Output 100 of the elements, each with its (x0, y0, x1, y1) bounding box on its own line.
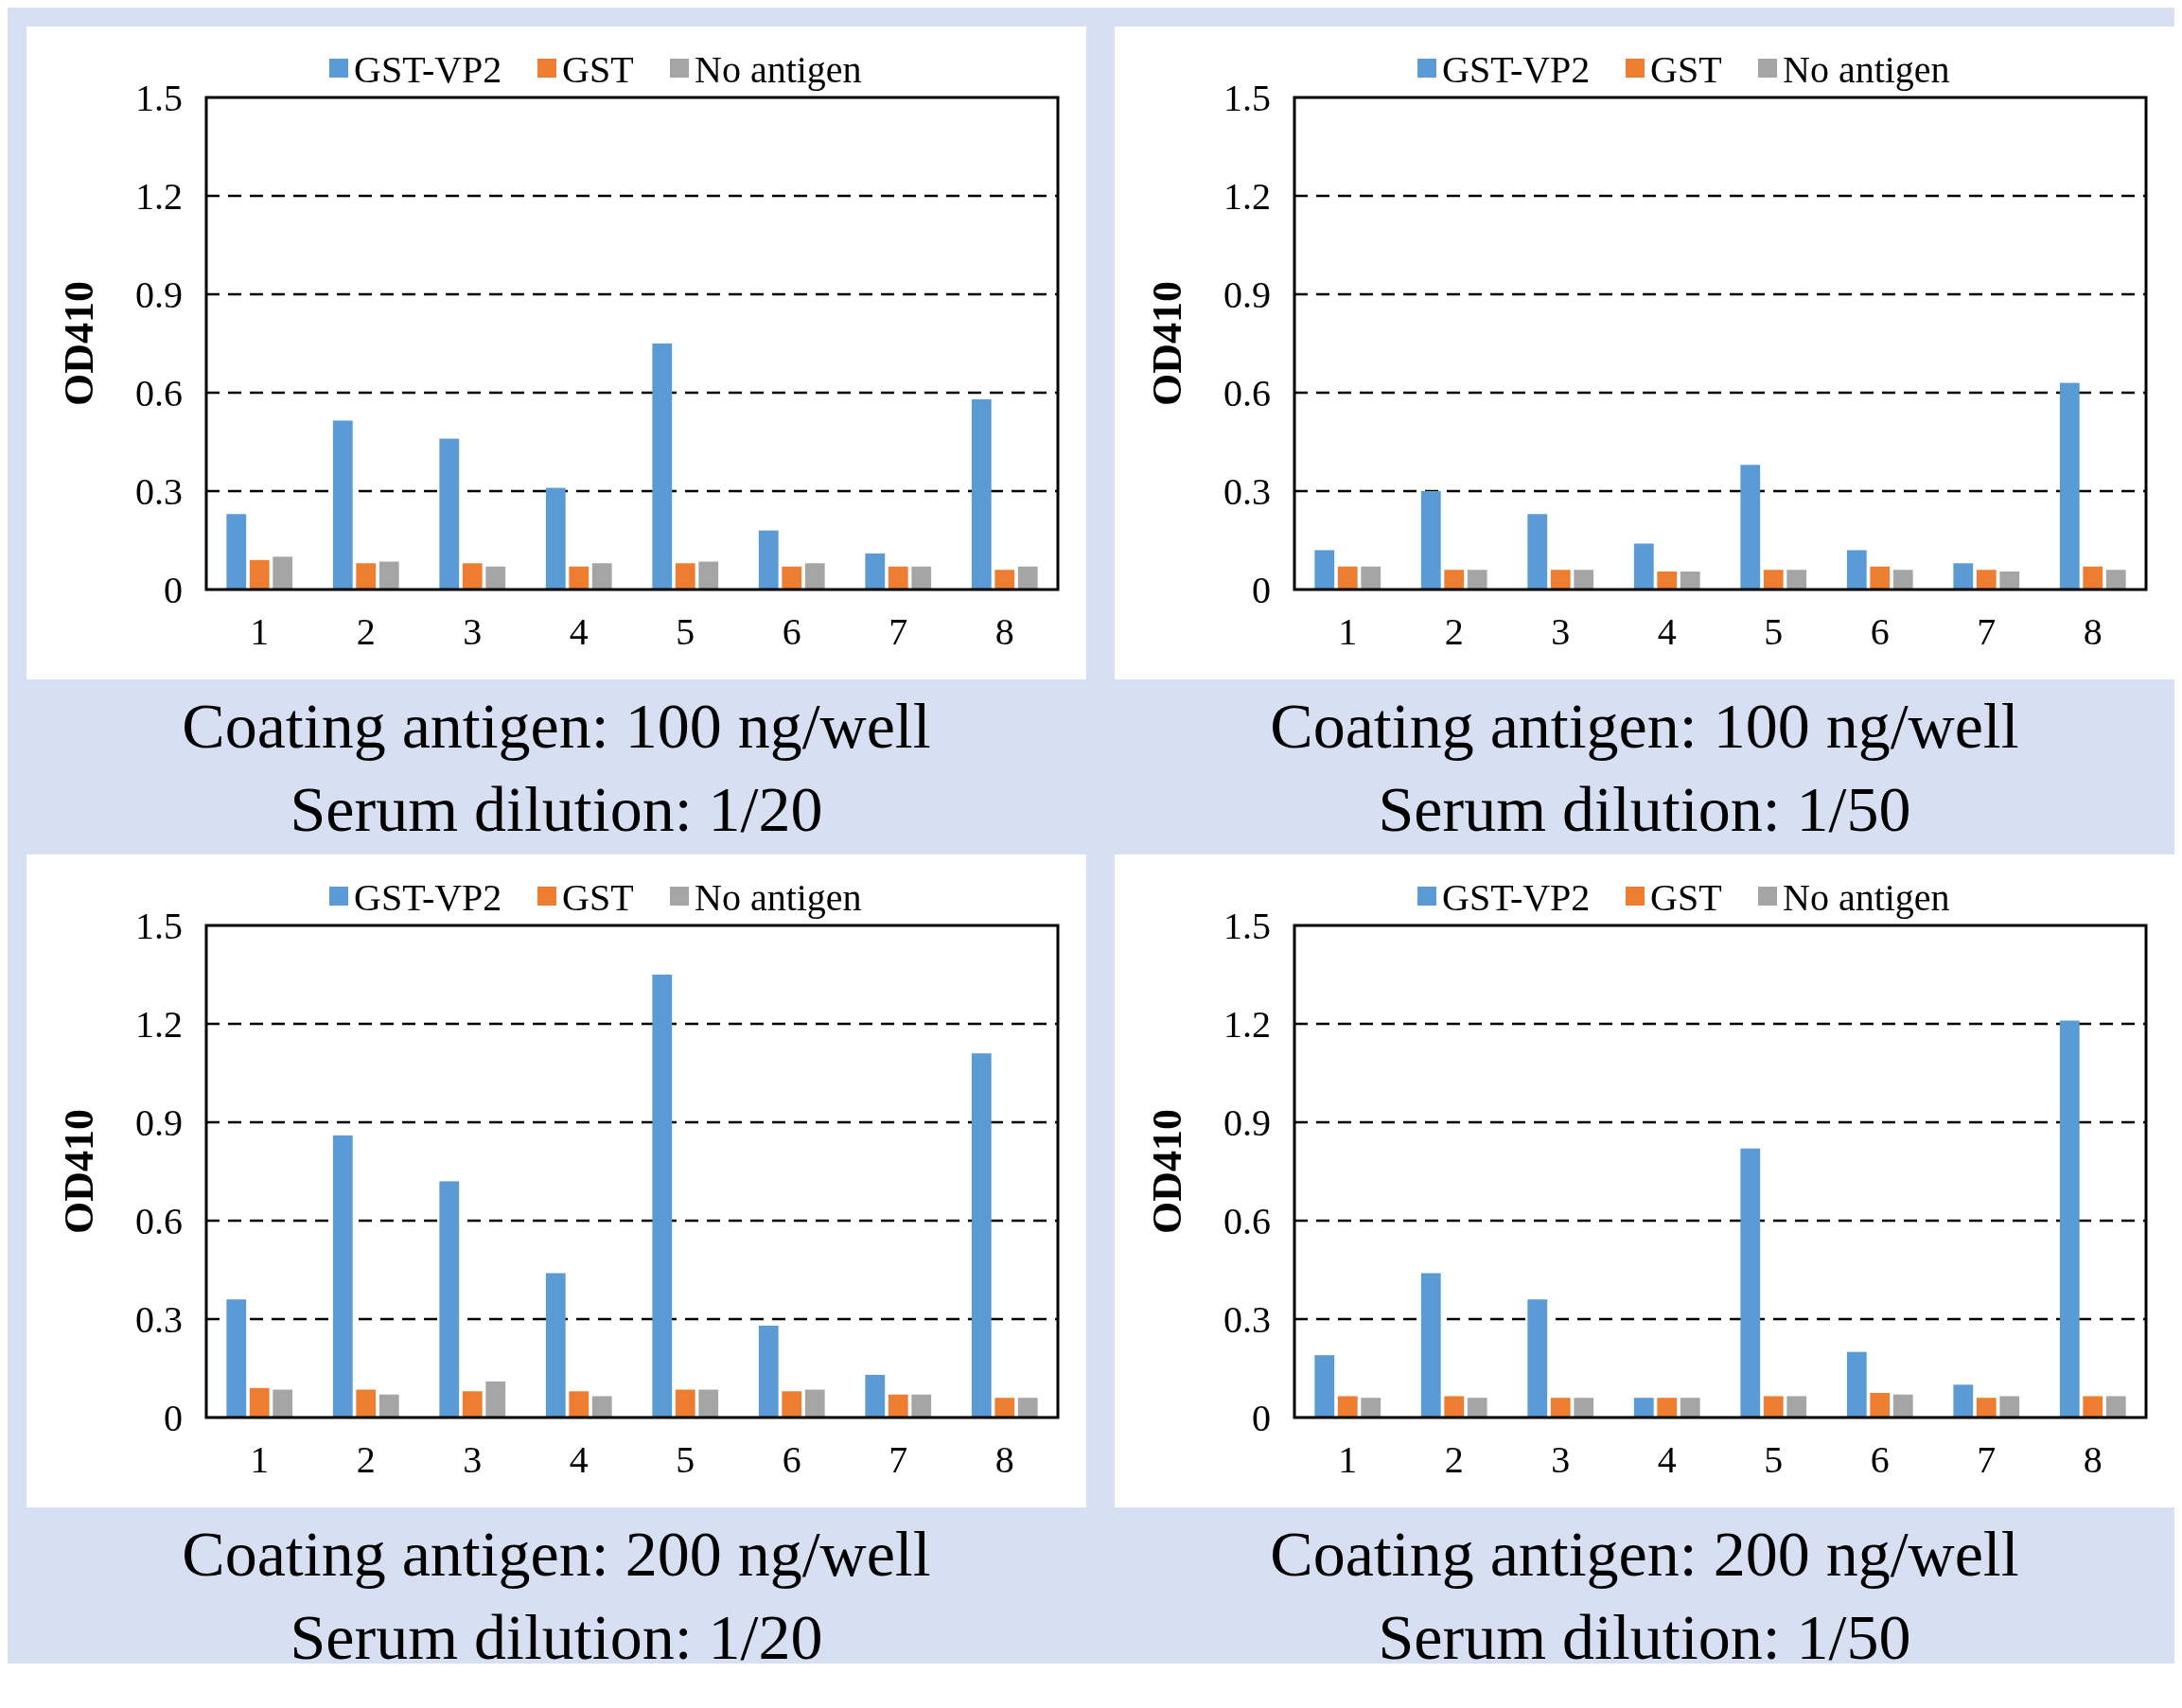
y-tick-label: 0 (1252, 1397, 1271, 1439)
x-tick-label: 8 (994, 1438, 1014, 1481)
bar (1999, 571, 2020, 590)
y-axis-title: OD410 (56, 1109, 102, 1234)
bar (249, 559, 270, 590)
bar (2105, 1396, 2126, 1417)
bar (911, 1394, 932, 1417)
bar (888, 1394, 908, 1417)
bar (675, 1389, 695, 1417)
text: Coating antigen: 100 ng/well (182, 690, 931, 762)
legend-label: No antigen (1783, 48, 1950, 91)
bar (1467, 570, 1487, 590)
bar (1740, 465, 1761, 590)
bar (698, 561, 719, 590)
x-tick-label: 8 (2083, 1438, 2103, 1481)
y-tick-label: 0.6 (135, 372, 183, 414)
bar (378, 561, 399, 590)
x-tick-label: 7 (1977, 610, 1997, 653)
x-tick-label: 4 (569, 610, 589, 653)
y-tick-label: 1.5 (1223, 77, 1271, 119)
x-tick-label: 3 (463, 610, 483, 653)
bar (1550, 1398, 1571, 1417)
x-tick-label: 1 (1338, 1438, 1358, 1481)
bar (378, 1394, 399, 1417)
x-tick-label: 7 (1977, 1438, 1997, 1481)
bar (1846, 550, 1867, 590)
bar (804, 1389, 825, 1417)
bar (2083, 1396, 2103, 1417)
x-tick-label: 8 (2083, 610, 2103, 653)
x-tick-label: 3 (463, 1438, 483, 1481)
y-axis-title: OD410 (1144, 1109, 1190, 1234)
bar (675, 563, 695, 590)
bar (356, 563, 377, 590)
legend-label: GST (1650, 48, 1722, 91)
legend-label: GST-VP2 (1442, 876, 1591, 919)
x-tick-label: 2 (356, 610, 376, 653)
y-tick-label: 0 (164, 1397, 183, 1439)
y-tick-label: 1.2 (135, 175, 183, 218)
bar (1337, 1396, 1358, 1417)
bar (994, 570, 1015, 590)
x-tick-label: 5 (676, 1438, 695, 1481)
y-tick-label: 0.3 (1223, 1298, 1271, 1341)
x-tick-label: 1 (250, 610, 270, 653)
bar (591, 1396, 612, 1417)
bar (652, 975, 673, 1417)
y-tick-label: 1.2 (1223, 175, 1271, 218)
legend-label: GST-VP2 (354, 876, 502, 919)
bar (1527, 1299, 1548, 1417)
y-tick-label: 0.6 (1223, 372, 1271, 414)
legend-label: GST (562, 876, 634, 919)
bar (1786, 570, 1807, 590)
bar (911, 566, 932, 590)
y-tick-label: 0 (1252, 569, 1271, 611)
bar (462, 563, 483, 590)
bar (569, 1391, 589, 1417)
bar (1337, 566, 1358, 590)
y-tick-label: 0 (164, 569, 183, 611)
x-tick-label: 6 (782, 1438, 801, 1481)
bar (1574, 1398, 1594, 1417)
x-tick-label: 1 (250, 1438, 270, 1481)
x-tick-label: 6 (1870, 1438, 1890, 1481)
bar (1527, 514, 1548, 590)
bar (1763, 1396, 1784, 1417)
bar (356, 1389, 377, 1417)
bar (273, 1389, 293, 1417)
bar (1846, 1351, 1867, 1417)
y-tick-label: 1.5 (1223, 905, 1271, 947)
bar (1953, 563, 1974, 590)
x-tick-label: 6 (782, 610, 801, 653)
x-tick-label: 7 (889, 610, 908, 653)
bar (2059, 1020, 2080, 1417)
bar (439, 1181, 460, 1417)
y-tick-label: 0.3 (1223, 470, 1271, 513)
x-tick-label: 5 (676, 610, 695, 653)
y-tick-label: 1.5 (135, 905, 183, 947)
bar (888, 566, 908, 590)
bar (249, 1387, 270, 1417)
bar (1314, 1355, 1335, 1417)
text: Coating antigen: 200 ng/well (182, 1518, 931, 1590)
x-tick-label: 2 (1444, 610, 1464, 653)
bar (439, 438, 460, 590)
bar (1657, 571, 1678, 590)
bar (1680, 571, 1700, 590)
bar (1657, 1398, 1678, 1417)
bar (226, 1299, 247, 1417)
bar (1550, 570, 1571, 590)
bar (1870, 566, 1891, 590)
bar (226, 514, 247, 590)
x-tick-label: 6 (1870, 610, 1890, 653)
bar (865, 553, 886, 590)
bar (545, 1273, 566, 1417)
bar (1361, 1398, 1381, 1417)
bar (1361, 566, 1381, 590)
bar (971, 398, 992, 590)
bar (804, 563, 825, 590)
bar (782, 566, 802, 590)
bar (994, 1398, 1015, 1417)
bar (1763, 570, 1784, 590)
legend-label: GST (1650, 876, 1722, 919)
bar (1633, 543, 1654, 590)
